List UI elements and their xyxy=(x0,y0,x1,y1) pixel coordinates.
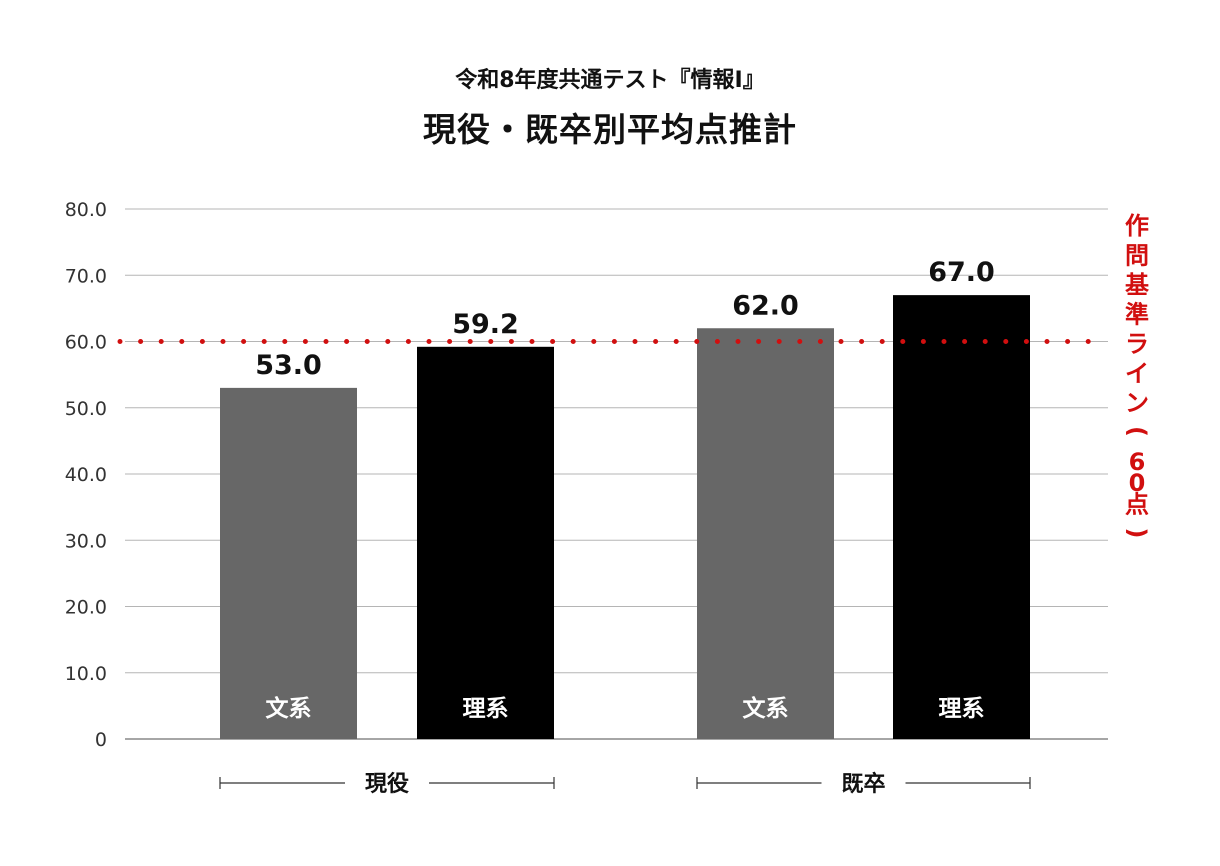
bar-1-1 xyxy=(220,387,357,739)
reference-line-label-char: 点 xyxy=(1125,490,1149,518)
reference-line-label-char: ン xyxy=(1125,389,1149,417)
chart-title: 現役・既卒別平均点推計 xyxy=(423,110,797,149)
bar-value-label: 67.0 xyxy=(928,257,995,288)
reference-line-label-char: ) xyxy=(1123,527,1151,538)
bar-2-2 xyxy=(893,295,1030,739)
reference-line-label-char: 問 xyxy=(1125,242,1149,270)
y-tick-label: 80.0 xyxy=(65,199,107,221)
bar-value-label: 59.2 xyxy=(452,309,519,340)
bar-value-label: 62.0 xyxy=(732,290,799,321)
bar-category-label: 理系 xyxy=(463,696,509,722)
y-tick-label: 20.0 xyxy=(65,597,107,619)
bar-category-label: 文系 xyxy=(743,695,789,722)
reference-line-label-char: ( xyxy=(1123,426,1151,437)
reference-line-label-char: イ xyxy=(1125,360,1149,388)
reference-line-label-char: 基 xyxy=(1125,271,1150,299)
bar-value-label: 53.0 xyxy=(255,350,322,381)
y-tick-label: 10.0 xyxy=(65,663,107,685)
reference-line-label-char: ラ xyxy=(1125,330,1149,358)
reference-line-label-char: 6 xyxy=(1129,448,1146,476)
reference-line-label-char: 準 xyxy=(1125,301,1149,329)
chart-subtitle: 令和8年度共通テスト『情報Ⅰ』 xyxy=(455,68,765,93)
group-label: 現役 xyxy=(365,772,409,797)
bar-category-label: 理系 xyxy=(939,696,985,722)
y-tick-label: 50.0 xyxy=(65,398,107,420)
y-tick-label: 40.0 xyxy=(65,464,107,486)
reference-line-label-char: 作 xyxy=(1125,212,1149,240)
reference-line-label-char: 0 xyxy=(1129,469,1146,497)
y-tick-label: 30.0 xyxy=(65,530,107,552)
bar-1-2 xyxy=(417,346,554,739)
bar-2-1 xyxy=(697,328,834,739)
group-label: 既卒 xyxy=(841,771,885,797)
y-tick-label: 60.0 xyxy=(65,332,107,354)
bar-category-label: 文系 xyxy=(266,695,312,722)
y-tick-label: 0 xyxy=(95,729,107,751)
y-tick-label: 70.0 xyxy=(65,265,107,287)
